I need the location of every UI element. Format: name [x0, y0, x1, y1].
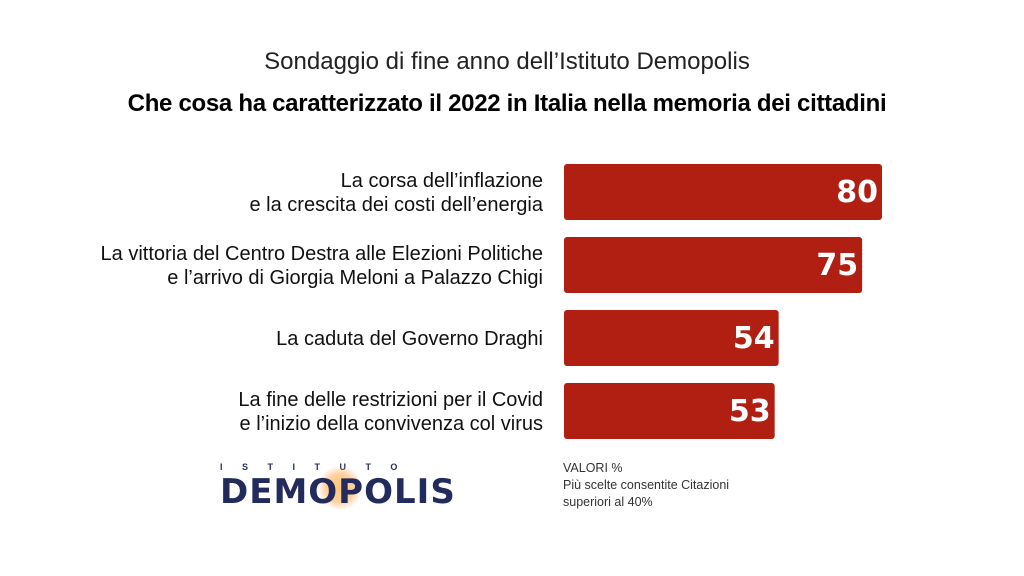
- category-label-4-line-1: La fine delle restrizioni per il Covid: [238, 389, 543, 411]
- category-label-4-line-2: e l’inizio della convivenza col virus: [240, 413, 543, 435]
- bar-4: [564, 383, 775, 439]
- bar-value-1: 80: [836, 175, 878, 210]
- chart-note: VALORI % Più scelte consentite Citazioni…: [563, 460, 729, 511]
- category-label-1-line-1: La corsa dell’inflazione: [341, 170, 543, 192]
- note-line-1: VALORI %: [563, 461, 623, 475]
- bar-value-2: 75: [816, 248, 858, 283]
- logo-glow: [318, 466, 362, 510]
- bar-3: [564, 310, 779, 366]
- category-label-1-line-2: e la crescita dei costi dell’energia: [250, 194, 544, 216]
- note-line-3: superiori al 40%: [563, 495, 653, 509]
- bar-1: [564, 164, 882, 220]
- bar-value-4: 53: [729, 394, 771, 429]
- category-label-2-line-2: e l’arrivo di Giorgia Meloni a Palazzo C…: [167, 267, 543, 289]
- category-label-3-line-1: La caduta del Governo Draghi: [276, 328, 543, 350]
- chart-title: Che cosa ha caratterizzato il 2022 in It…: [127, 90, 887, 117]
- logo-top-text: ISTITUTO: [220, 462, 417, 472]
- demopolis-logo: ISTITUTO DEMOPOLIS: [220, 462, 480, 512]
- survey-subtitle: Sondaggio di fine anno dell’Istituto Dem…: [264, 48, 750, 75]
- logo-main-text: DEMOPOLIS: [220, 472, 456, 512]
- bar-value-3: 54: [733, 321, 775, 356]
- note-line-2: Più scelte consentite Citazioni: [563, 478, 730, 492]
- category-label-2-line-1: La vittoria del Centro Destra alle Elezi…: [101, 243, 543, 265]
- bar-2: [564, 237, 863, 293]
